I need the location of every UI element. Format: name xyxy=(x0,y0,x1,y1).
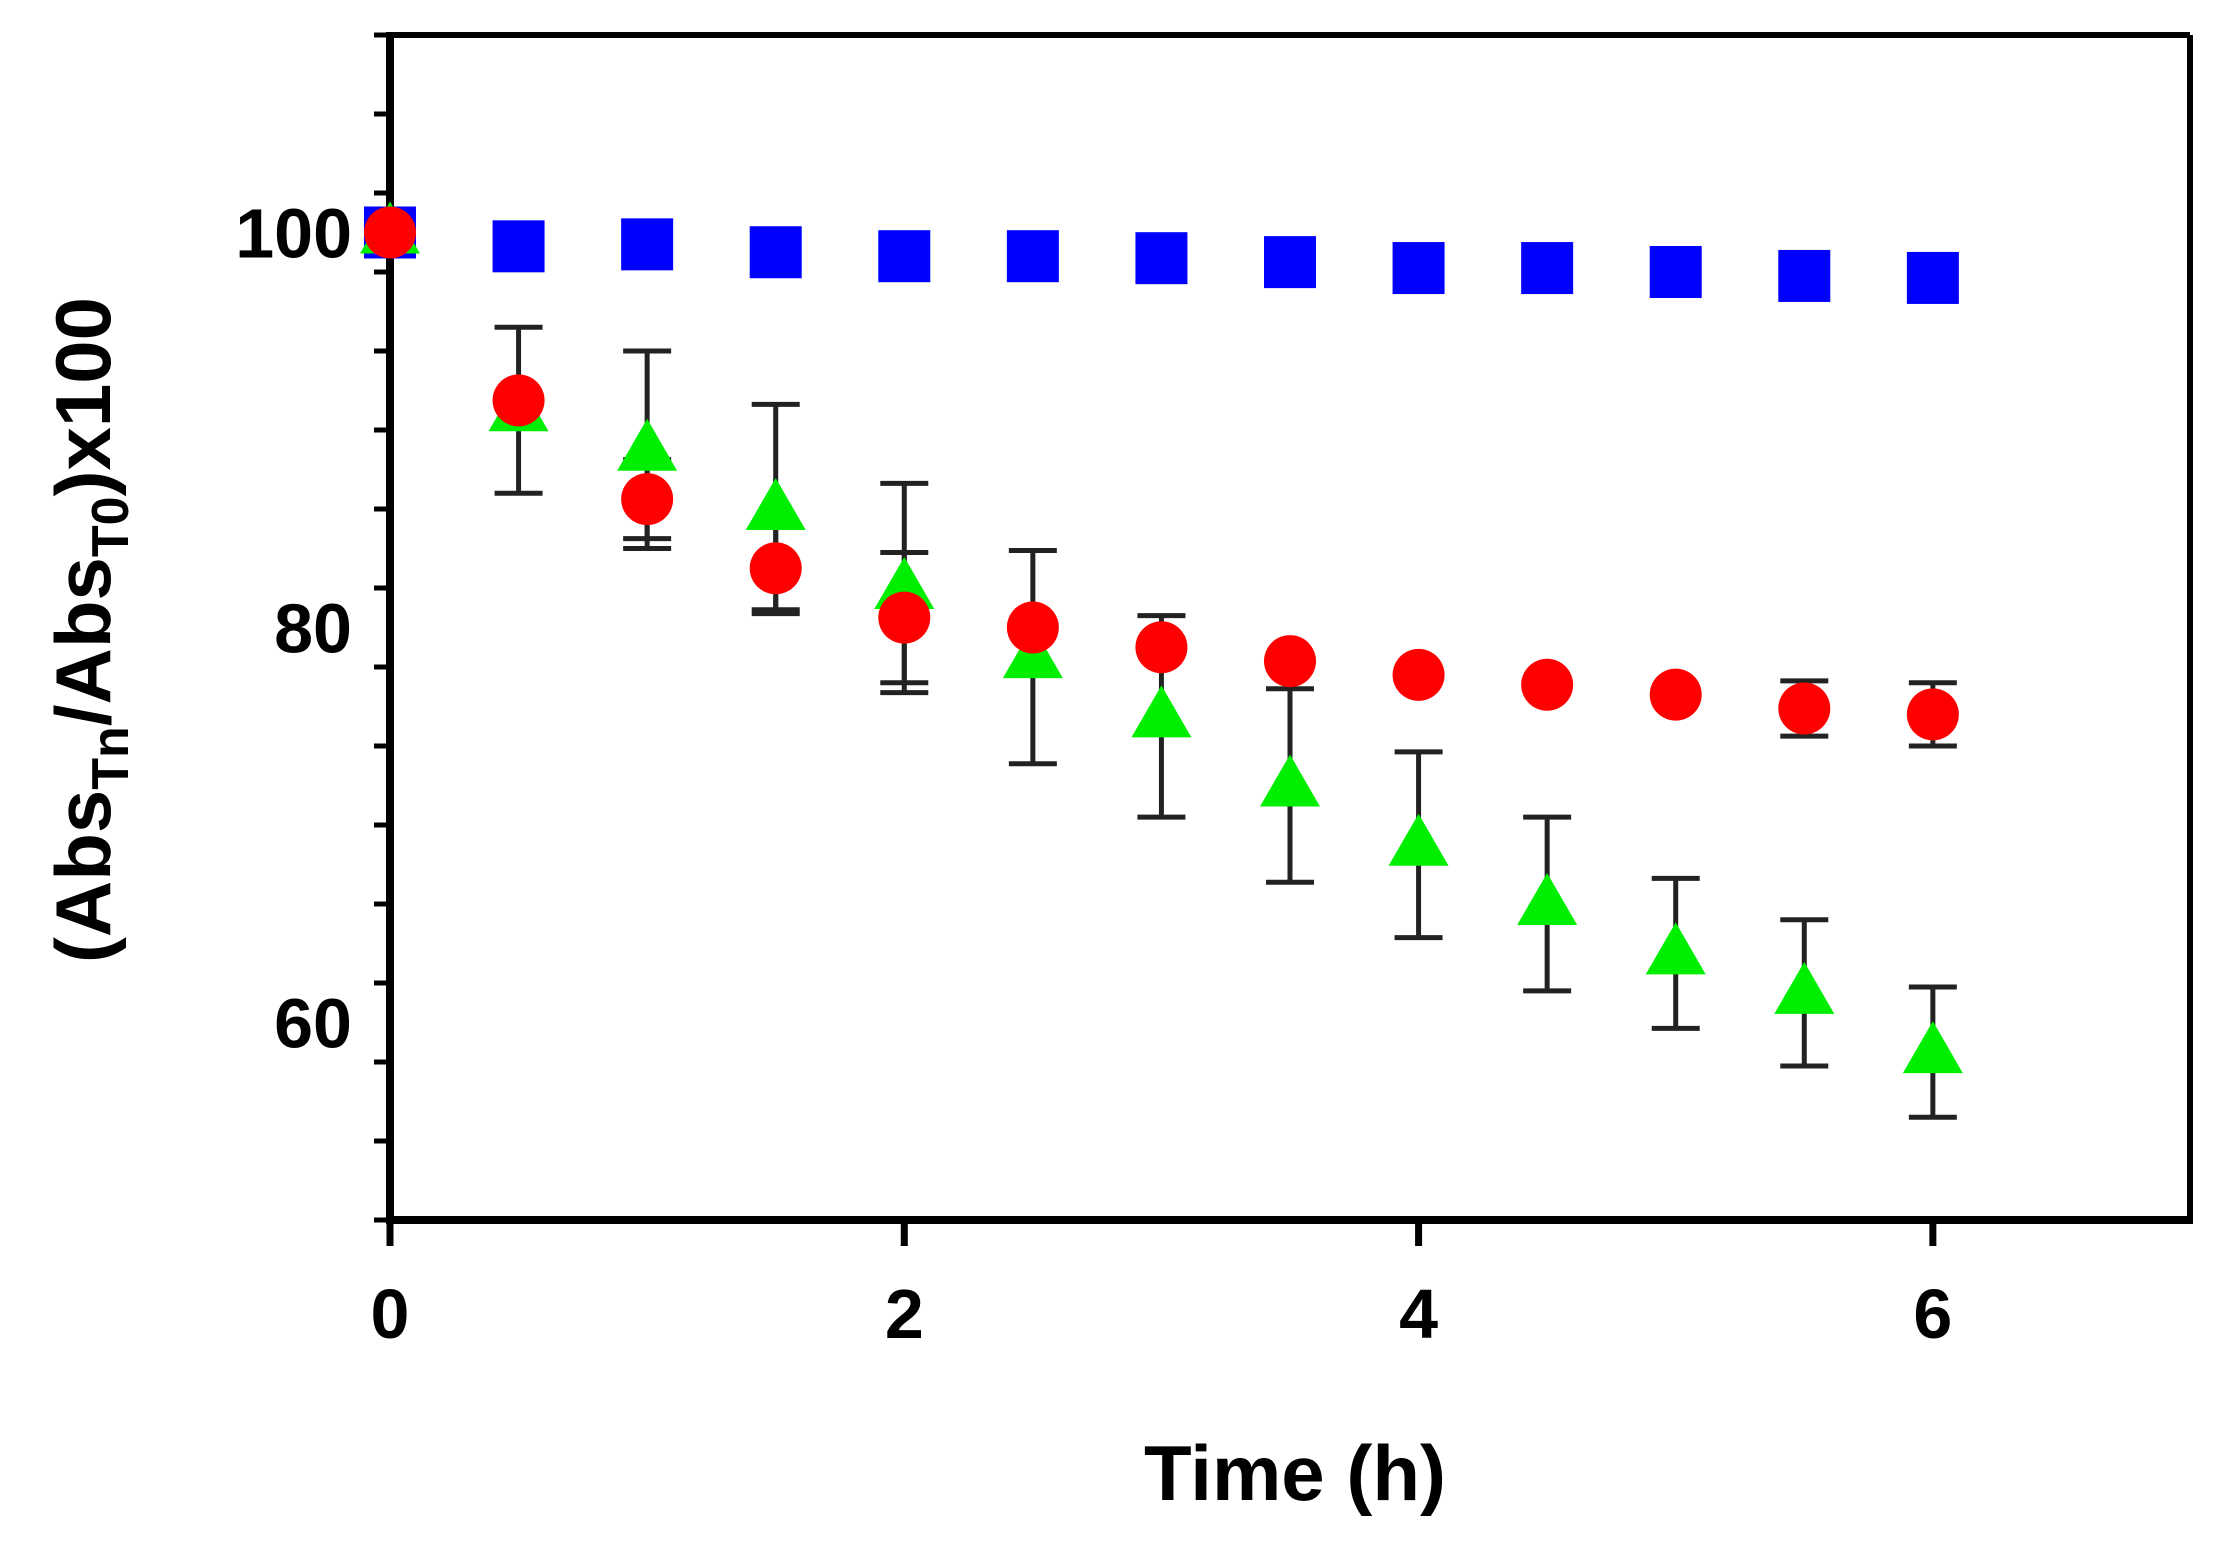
x-tick-label: 4 xyxy=(1399,1275,1438,1353)
triangle-marker xyxy=(617,418,678,471)
square-marker xyxy=(1392,242,1445,295)
circle-marker xyxy=(749,542,802,595)
circle-marker xyxy=(1135,621,1188,674)
circle-marker xyxy=(1264,635,1316,688)
y-label-sub2: T0 xyxy=(82,496,140,557)
x-tick-label: 0 xyxy=(371,1275,410,1353)
square-marker xyxy=(1649,246,1702,298)
square-marker xyxy=(1906,251,1959,304)
y-label-prefix: (Abs xyxy=(39,790,127,963)
x-tick-label: 6 xyxy=(1913,1275,1952,1353)
triangle-marker xyxy=(1388,813,1449,866)
y-tick-label: 60 xyxy=(274,985,352,1063)
circle-marker xyxy=(364,206,416,259)
square-marker xyxy=(1521,242,1574,295)
square-marker xyxy=(1778,249,1831,302)
square-marker xyxy=(749,226,802,279)
x-tick-label: 2 xyxy=(885,1275,924,1353)
square-marker xyxy=(1264,236,1316,289)
circle-marker xyxy=(1778,682,1831,735)
square-marker xyxy=(1006,230,1059,283)
square-marker xyxy=(878,230,931,283)
triangle-marker xyxy=(1774,961,1835,1014)
circle-marker xyxy=(621,473,674,526)
triangle-marker xyxy=(1902,1021,1963,1074)
square-marker xyxy=(621,218,674,271)
square-marker xyxy=(492,220,545,273)
circle-marker xyxy=(1521,658,1574,711)
error-bars xyxy=(494,324,1957,1120)
circle-marker xyxy=(492,374,545,427)
circle-marker xyxy=(1906,688,1959,741)
y-tick-label: 100 xyxy=(235,195,352,273)
triangle-marker xyxy=(1260,754,1320,807)
square-marker xyxy=(1135,232,1188,285)
x-axis-label: Time (h) xyxy=(1144,1429,1446,1517)
x-axis: 0 2 4 6 xyxy=(371,1220,1952,1353)
triangle-marker xyxy=(1645,922,1706,975)
y-axis-label: (AbsTn/AbsT0)x100 xyxy=(39,297,140,963)
circle-marker xyxy=(878,591,931,644)
circle-marker xyxy=(1006,601,1059,654)
y-axis: 60 80 100 xyxy=(235,32,390,1223)
data-markers xyxy=(360,201,1963,1074)
circle-marker xyxy=(1392,648,1445,701)
y-label-middle: /Abs xyxy=(39,557,127,726)
triangle-marker xyxy=(1517,873,1578,925)
circle-marker xyxy=(1649,668,1702,721)
triangle-marker xyxy=(745,478,806,530)
triangle-marker xyxy=(1131,685,1192,738)
y-label-sub1: Tn xyxy=(82,726,140,790)
triangle-marker xyxy=(874,557,935,609)
y-label-suffix: )x100 xyxy=(39,297,127,497)
y-tick-label: 80 xyxy=(274,590,352,668)
